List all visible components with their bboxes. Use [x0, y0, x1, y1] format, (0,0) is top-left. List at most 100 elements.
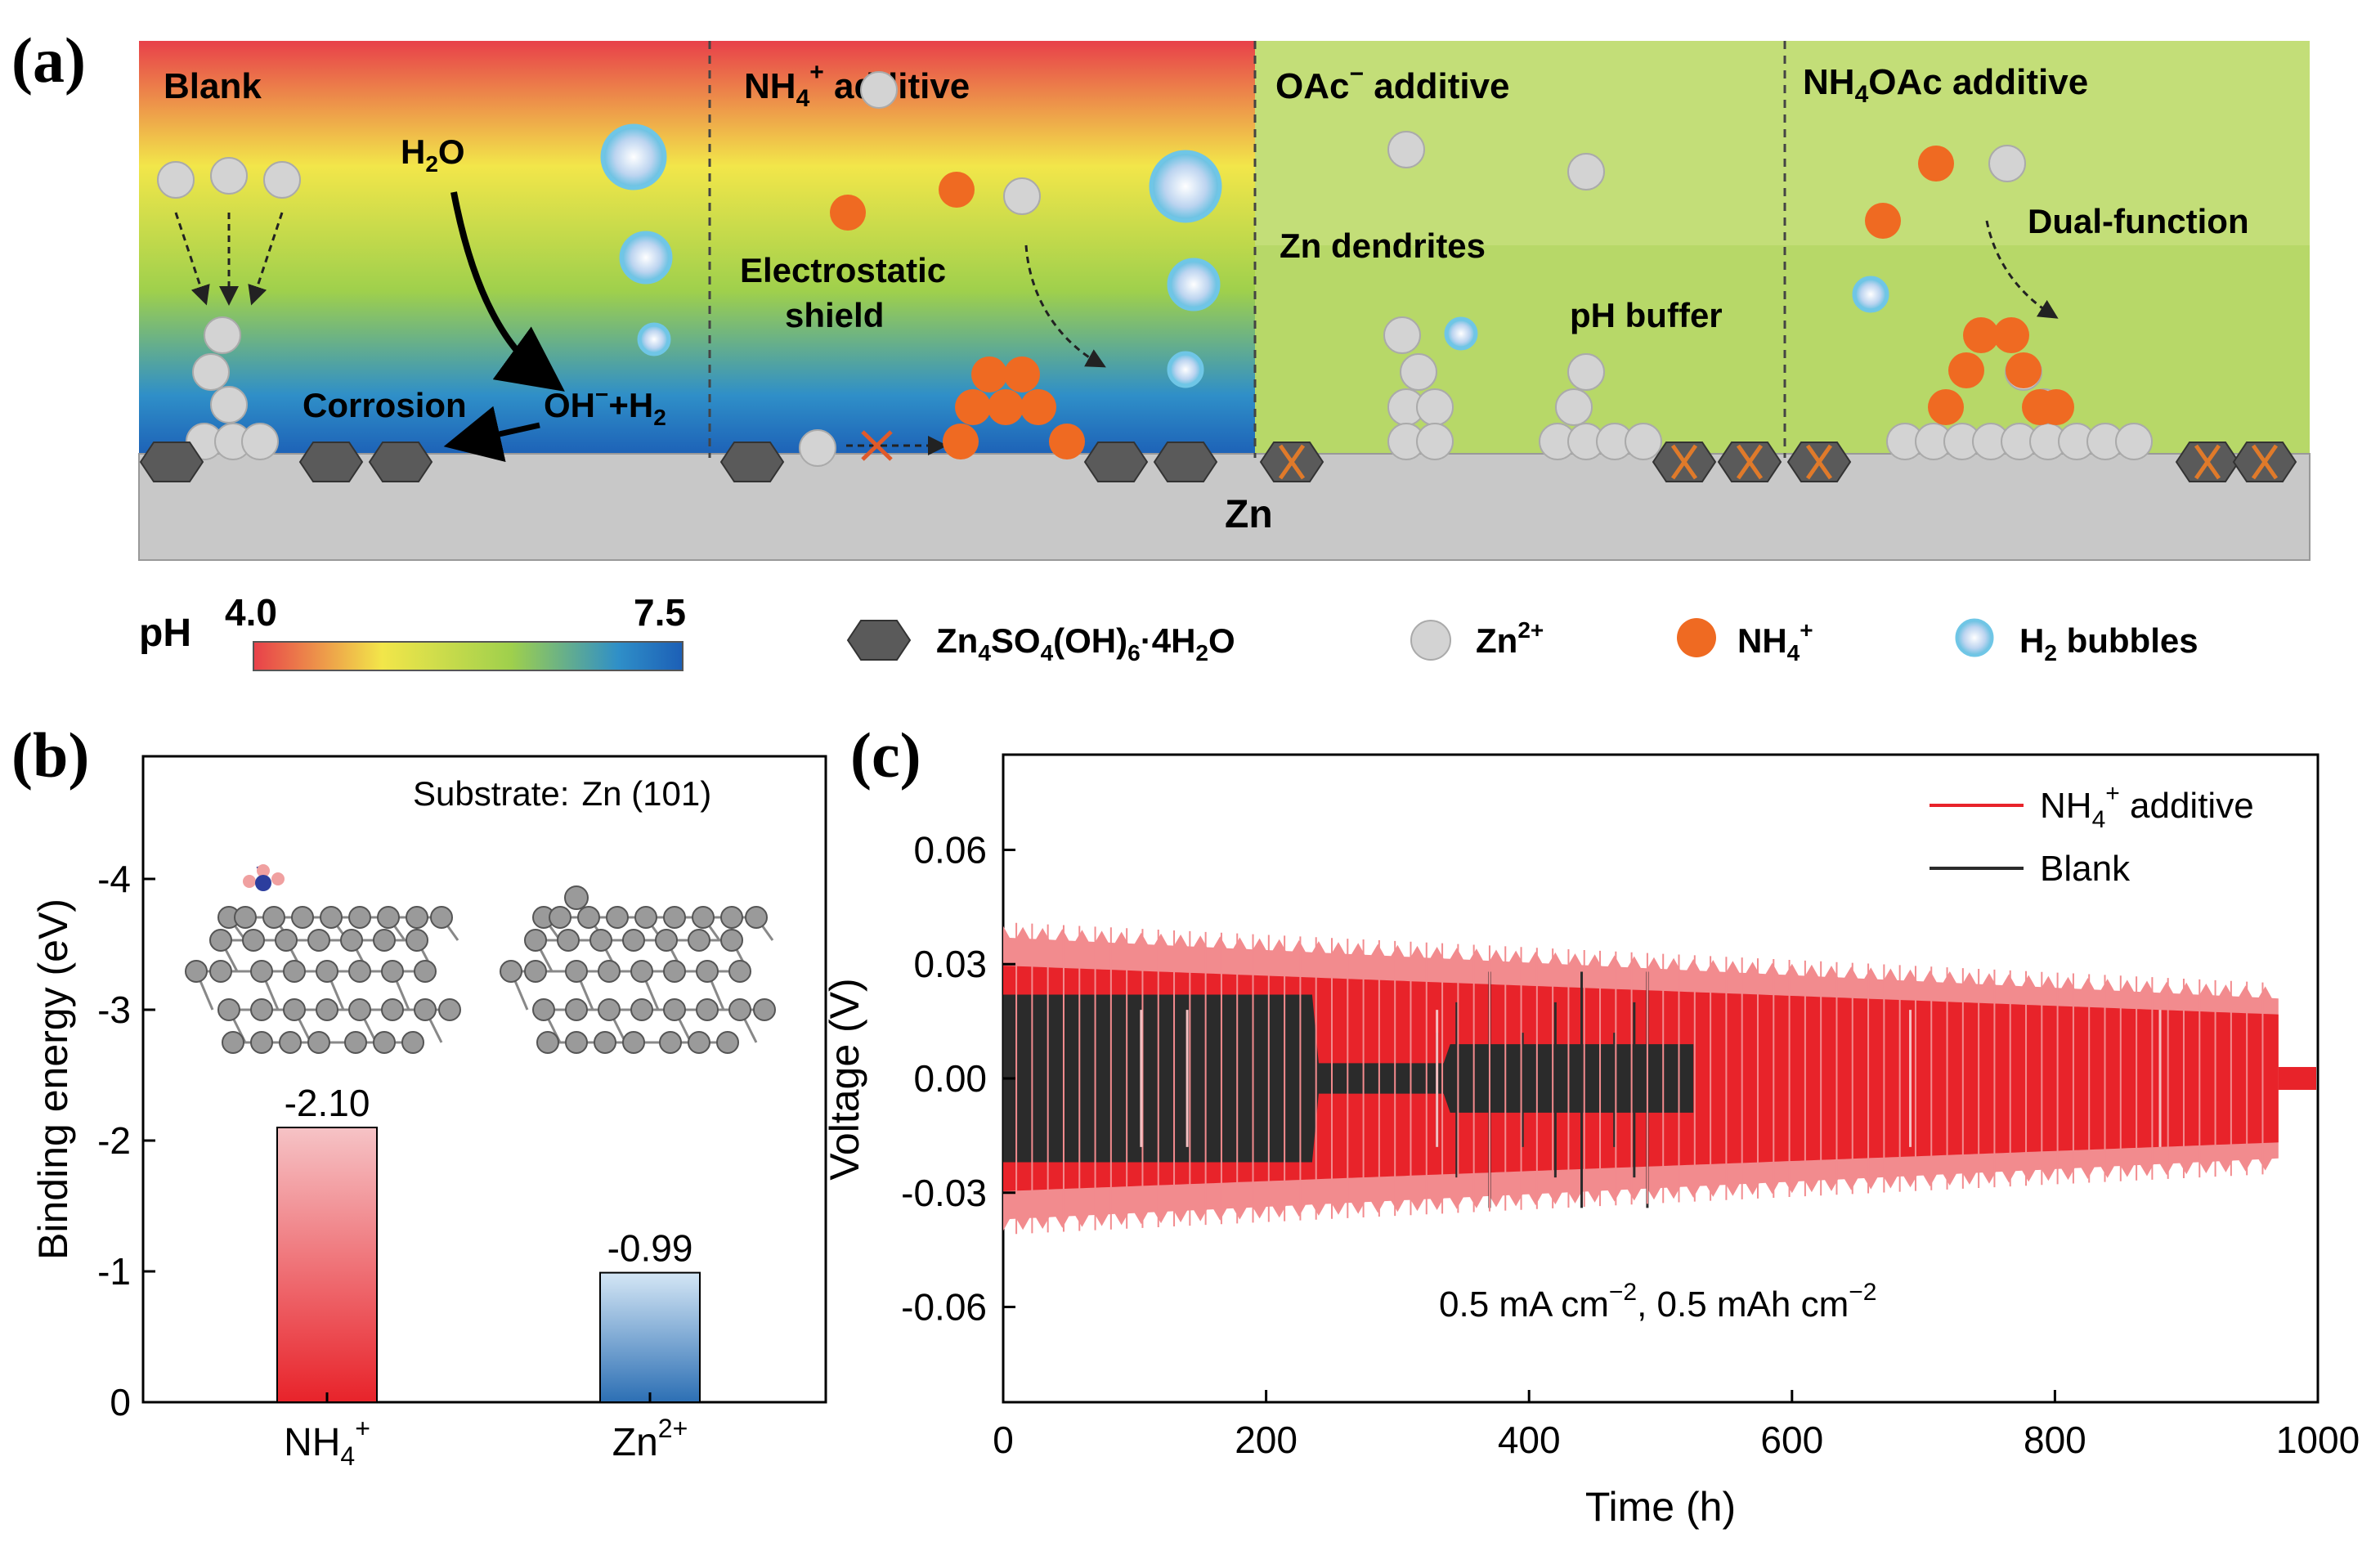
zn-ion: [1003, 177, 1041, 215]
dashed-arrow: [1985, 220, 2059, 319]
zn-atom: [348, 906, 371, 929]
zn-ion: [1387, 131, 1425, 168]
zn-atom: [557, 929, 580, 952]
zn-atom: [307, 1031, 330, 1054]
cross-stroke: [2251, 444, 2279, 480]
zn-ion: [1416, 388, 1454, 426]
y-axis-title: Binding energy (eV): [30, 899, 76, 1260]
x-tick-label: NH4+: [284, 1414, 370, 1471]
zn-atom: [275, 929, 298, 952]
zn-atom: [622, 1031, 645, 1054]
y-tick-label: -0.03: [901, 1172, 987, 1214]
zn-atom: [406, 929, 428, 952]
zn-atom: [696, 960, 719, 983]
zn-ion: [210, 157, 248, 195]
zn-ion: [1567, 153, 1605, 191]
plot-frame: [141, 755, 827, 1404]
legend-label-nh4: NH4+ additive: [2040, 780, 2254, 833]
y-tick-label: 0.03: [913, 943, 987, 985]
zn-atom: [348, 960, 371, 983]
corrosion-label: Corrosion: [303, 386, 467, 424]
zn-atom: [524, 929, 547, 952]
series-nh4-tail: [2278, 1067, 2316, 1090]
zn-atom: [565, 1031, 588, 1054]
zn-atom: [250, 960, 273, 983]
x-tick-label: 200: [1235, 1419, 1298, 1461]
bar: [599, 1271, 701, 1403]
zn-atom: [217, 998, 240, 1021]
oh-h2-label: OH−+H2: [544, 382, 666, 430]
zn-atom: [630, 960, 653, 983]
zn-atom: [500, 960, 522, 983]
zn-atom: [291, 906, 314, 929]
zn-atom: [373, 929, 396, 952]
zn-atom: [524, 960, 547, 983]
y-tick-label: -2: [97, 1119, 131, 1162]
cross-stroke: [1805, 444, 1833, 480]
blocked-cross: [2251, 444, 2279, 480]
nh4-ion: [1963, 317, 1999, 353]
zn-atom: [659, 1031, 682, 1054]
ph-label: pH: [139, 612, 191, 655]
zn-atom: [692, 906, 715, 929]
nh4-ion: [1049, 424, 1085, 459]
cross-stroke: [1278, 444, 1306, 480]
legend-bubble-label: H2 bubbles: [2019, 621, 2198, 666]
traces: [1003, 922, 2316, 1235]
x-tick-label: 800: [2024, 1419, 2086, 1461]
zn-atom: [634, 906, 657, 929]
cross-stroke: [1670, 444, 1698, 480]
dashed-arrow: [248, 212, 284, 306]
passivation-hexagon: [369, 442, 433, 482]
y-tick-label: 0: [110, 1381, 131, 1423]
zn-atom: [630, 998, 653, 1021]
electrostatic-label: Electrostatic: [740, 251, 946, 289]
zn-atom: [250, 998, 273, 1021]
passivation-hexagon: [299, 442, 363, 482]
zn-atom: [414, 998, 437, 1021]
legend-bubble-icon: [1955, 618, 1994, 657]
panel-c-legend: NH4+ additive Blank: [1930, 780, 2254, 889]
zn-atom: [688, 1031, 710, 1054]
zn-atom: [316, 960, 338, 983]
legend-zn-ion-icon: [1410, 620, 1451, 661]
bars: -2.10 -0.99: [276, 1082, 701, 1403]
zn-atom: [414, 960, 437, 983]
nh4-ion: [2006, 352, 2042, 388]
zn-ion: [860, 71, 898, 109]
corrosion-arrow: [443, 406, 540, 463]
zn-atom: [720, 906, 743, 929]
legend-zn-ion-label: Zn2+: [1476, 617, 1544, 660]
panel-a-label: (a): [11, 25, 86, 96]
nh4-ion: [1004, 356, 1040, 392]
ph-gradient-bar: [253, 641, 684, 671]
x-tick-label: 400: [1498, 1419, 1561, 1461]
bg-gradient-left: [139, 41, 1255, 458]
blocked-x: [861, 430, 893, 461]
ion-layer: [140, 71, 2297, 482]
nh4-ion: [1928, 389, 1964, 425]
title-oac-additive: OAc− additive: [1275, 61, 1510, 106]
bar-data-label: -0.99: [607, 1227, 693, 1270]
zn-ion: [241, 423, 279, 460]
zn-ion: [1567, 353, 1605, 391]
zn-ion: [263, 161, 301, 199]
blocked-cross: [2194, 444, 2221, 480]
zn-atom: [348, 998, 371, 1021]
y-tick-label: -1: [97, 1250, 131, 1293]
zn-atom: [250, 1031, 273, 1054]
zn-atom: [377, 906, 400, 929]
h2o-arrow: [450, 191, 565, 392]
zn-atom: [565, 998, 588, 1021]
y-tick-label: -4: [97, 858, 131, 900]
legend-label-blank: Blank: [2040, 849, 2131, 889]
zn-atom: [234, 906, 257, 929]
zn-ion: [2115, 423, 2153, 460]
zn-atom: [594, 1031, 616, 1054]
nh4-ion: [988, 389, 1024, 425]
x-axis-title: Time (h): [1585, 1484, 1736, 1530]
zn-atom: [430, 906, 453, 929]
h2-bubble: [1852, 276, 1889, 313]
panel-a-legend: Zn4SO4(OH)6·4H2O Zn2+ NH4+ H2 bubbles: [847, 617, 2198, 666]
